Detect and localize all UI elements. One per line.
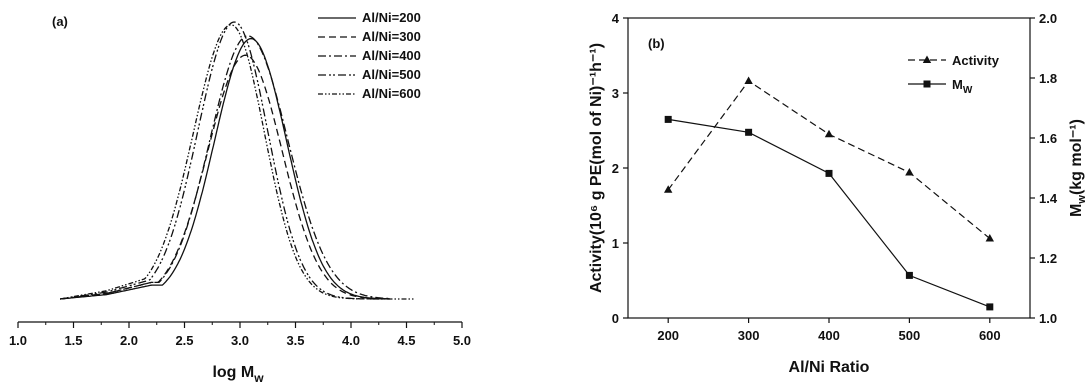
- panel-b-x-axis-label: Al/Ni Ratio: [789, 359, 870, 376]
- panel-b-series-line: [667, 80, 991, 239]
- panel-b-x-tick-label: 500: [899, 328, 921, 343]
- panel-a-x-ticks: 1.0 1.5 2.0 2.5 3.0 3.5 4.0 4.5 5.0: [9, 322, 471, 348]
- panel-a-x-tick-label: 4.0: [342, 333, 360, 348]
- panel-a-curve: [60, 24, 416, 300]
- panel-b-legend: Activity MW: [908, 53, 1000, 96]
- panel-b-x-tick-label: 200: [657, 328, 679, 343]
- panel-a: (a) 1.0 1.5 2.0 2.5 3.0 3.5 4.0 4.5 5.0 Al/Ni=20…: [9, 10, 471, 385]
- panel-a-legend-label: Al/Ni=600: [362, 86, 421, 101]
- panel-b-marker-square: [905, 271, 913, 279]
- panel-a-legend-label: Al/Ni=400: [362, 48, 421, 63]
- panel-b-y-axis-label: Activity(10⁶ g PE(mol of Ni)⁻¹h⁻¹): [588, 43, 605, 293]
- panel-a-legend-label: Al/Ni=300: [362, 29, 421, 44]
- panel-b-marker-triangle: [744, 76, 753, 84]
- panel-a-curve: [60, 21, 390, 300]
- panel-b-legend-label-main: M: [952, 77, 963, 92]
- panel-b-y2-tick-label: 1.2: [1039, 251, 1057, 266]
- panel-b-y2-label-main: M: [1068, 204, 1085, 217]
- panel-a-curve: [60, 37, 390, 300]
- panel-a-x-tick-label: 2.5: [175, 333, 193, 348]
- panel-b-y-tick-label: 3: [612, 86, 619, 101]
- panel-b-marker-triangle: [664, 185, 673, 193]
- panel-b-series-line: [668, 118, 991, 308]
- panel-b-marker-triangle: [985, 234, 994, 242]
- panel-a-legend-label: Al/Ni=500: [362, 67, 421, 82]
- panel-b-y2-label-rest: (kg mol⁻¹): [1068, 119, 1085, 195]
- panel-b: (b) 200 300 400 500 600012341.01.21.41.61.82…: [588, 11, 1088, 376]
- panel-b-marker-square: [825, 169, 833, 177]
- panel-a-x-tick-label: 3.0: [231, 333, 249, 348]
- panel-a-x-label-main: log M: [212, 364, 254, 381]
- panel-a-curve: [60, 35, 390, 300]
- panel-a-x-axis-label: log Mw: [212, 364, 264, 385]
- panel-b-label: (b): [648, 36, 665, 51]
- panel-b-y2-tick-label: 1.4: [1039, 191, 1058, 206]
- panel-a-x-label-sub: w: [253, 371, 264, 385]
- panel-b-y2-tick-label: 1.0: [1039, 311, 1057, 326]
- panel-a-label: (a): [52, 14, 68, 29]
- panel-a-curve: [60, 54, 390, 300]
- panel-a-curves: [60, 21, 416, 300]
- panel-b-marker-square: [986, 303, 994, 311]
- panel-b-x-tick-label: 600: [979, 328, 1001, 343]
- panel-b-y2-tick-label: 1.6: [1039, 131, 1057, 146]
- panel-b-ticks: 200 300 400 500 600 0 1 2 3 4 1.0 1.2 1.4 1.6 1.8 2.0: [612, 11, 1058, 343]
- panel-b-y-tick-label: 1: [612, 236, 619, 251]
- panel-b-legend-label: MW: [952, 77, 973, 96]
- panel-b-marker-triangle: [824, 129, 834, 138]
- panel-b-marker-square: [745, 128, 753, 136]
- panel-b-marker-square: [923, 80, 931, 88]
- panel-a-x-tick-label: 4.5: [397, 333, 415, 348]
- panel-a-legend-label: Al/Ni=200: [362, 10, 421, 25]
- panel-a-x-tick-label: 1.0: [9, 333, 27, 348]
- panel-b-x-tick-label: 400: [818, 328, 840, 343]
- panel-b-marker-triangle: [922, 55, 932, 63]
- panel-b-legend-label: Activity: [952, 53, 1000, 68]
- panel-b-legend-label-sub: W: [963, 85, 973, 96]
- panel-b-y2-axis-label: Mw(kg mol⁻¹): [1068, 119, 1088, 217]
- panel-b-y-tick-label: 2: [612, 161, 619, 176]
- panel-b-legend-label-main: Activity: [952, 53, 1000, 68]
- panel-b-y2-tick-label: 1.8: [1039, 71, 1057, 86]
- panel-a-legend: Al/Ni=200 Al/Ni=300 Al/Ni=400 Al/Ni=500 Al/N…: [318, 10, 421, 101]
- panel-a-x-tick-label: 1.5: [64, 333, 82, 348]
- panel-a-x-tick-label: 3.5: [286, 333, 304, 348]
- panel-b-series: [664, 76, 994, 311]
- panel-b-y-tick-label: 0: [612, 311, 619, 326]
- panel-b-marker-square: [664, 115, 672, 123]
- panel-b-y2-tick-label: 2.0: [1039, 11, 1057, 26]
- panel-b-marker-triangle: [905, 168, 914, 176]
- panel-b-x-tick-label: 300: [738, 328, 760, 343]
- panel-b-y-tick-label: 4: [612, 11, 620, 26]
- panel-b-y2-label-sub: w: [1076, 195, 1088, 205]
- panel-a-x-tick-label: 5.0: [453, 333, 471, 348]
- panel-a-x-tick-label: 2.0: [120, 333, 138, 348]
